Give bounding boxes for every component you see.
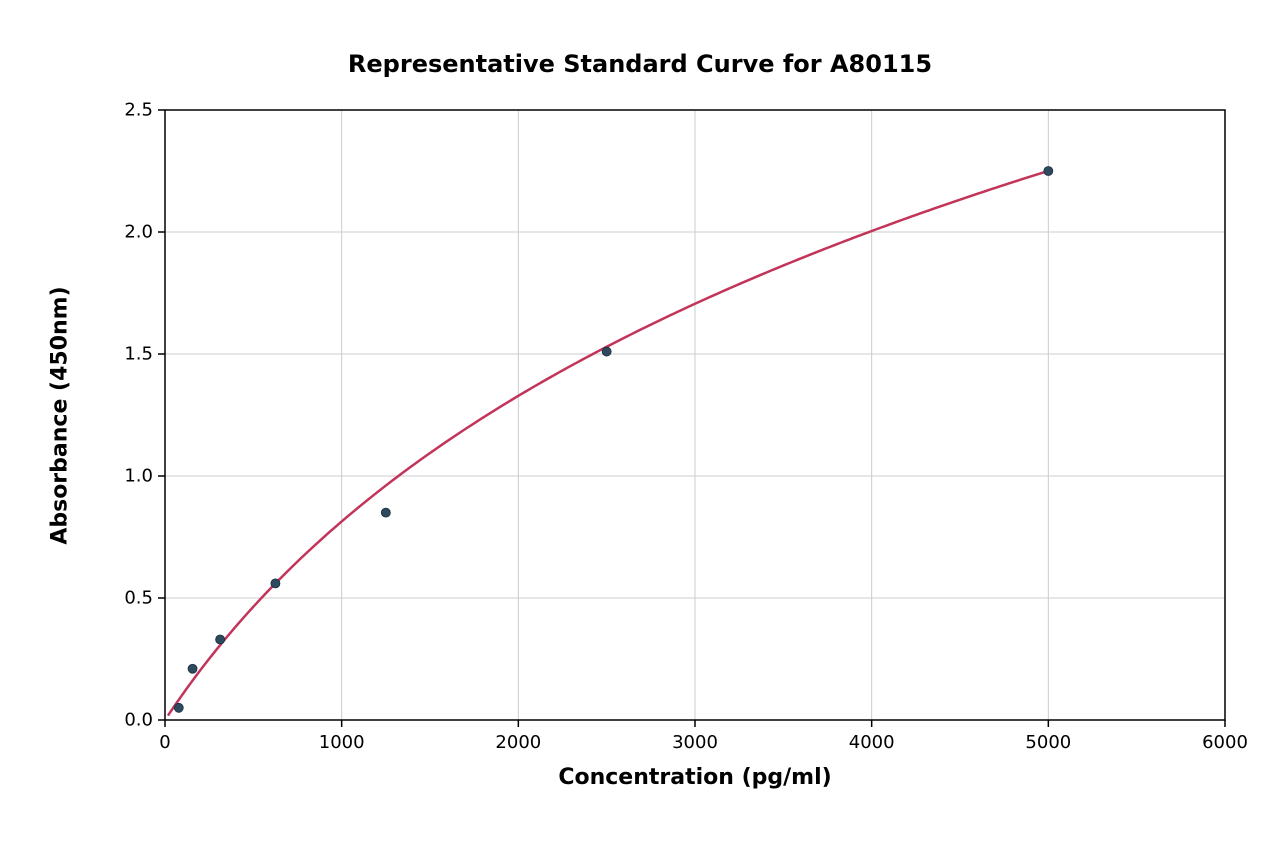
data-point: [271, 579, 280, 588]
x-tick-label: 5000: [1025, 732, 1071, 753]
y-tick-label: 2.5: [115, 100, 153, 121]
data-point: [174, 703, 183, 712]
y-tick-label: 1.0: [115, 466, 153, 487]
x-tick-label: 1000: [319, 732, 365, 753]
x-tick-label: 2000: [495, 732, 541, 753]
y-tick-label: 2.0: [115, 222, 153, 243]
data-point: [188, 664, 197, 673]
fitted-curve: [169, 171, 1049, 715]
x-axis-label: Concentration (pg/ml): [165, 765, 1225, 790]
y-axis-label: Absorbance (450nm): [48, 111, 73, 721]
x-tick-label: 6000: [1202, 732, 1248, 753]
data-point: [216, 635, 225, 644]
data-point: [1044, 167, 1053, 176]
chart-svg: [0, 0, 1280, 845]
y-tick-label: 0.5: [115, 588, 153, 609]
chart-container: Representative Standard Curve for A80115…: [0, 0, 1280, 845]
y-tick-label: 0.0: [115, 710, 153, 731]
x-tick-label: 3000: [672, 732, 718, 753]
chart-title: Representative Standard Curve for A80115: [0, 50, 1280, 78]
data-point: [381, 508, 390, 517]
x-tick-label: 0: [159, 732, 170, 753]
x-tick-label: 4000: [849, 732, 895, 753]
data-point: [602, 347, 611, 356]
y-tick-label: 1.5: [115, 344, 153, 365]
